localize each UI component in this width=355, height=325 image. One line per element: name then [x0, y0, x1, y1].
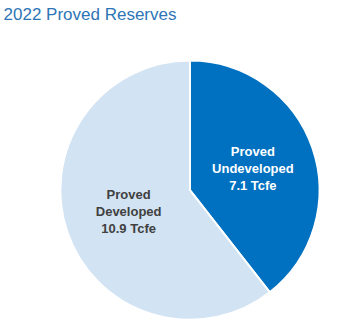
svg-text:2022 Proved Reserves: 2022 Proved Reserves [4, 5, 177, 24]
svg-text:ProvedDeveloped10.9 Tcfe: ProvedDeveloped10.9 Tcfe [96, 187, 162, 236]
svg-text:ProvedUndeveloped7.1 Tcfe: ProvedUndeveloped7.1 Tcfe [212, 144, 294, 193]
